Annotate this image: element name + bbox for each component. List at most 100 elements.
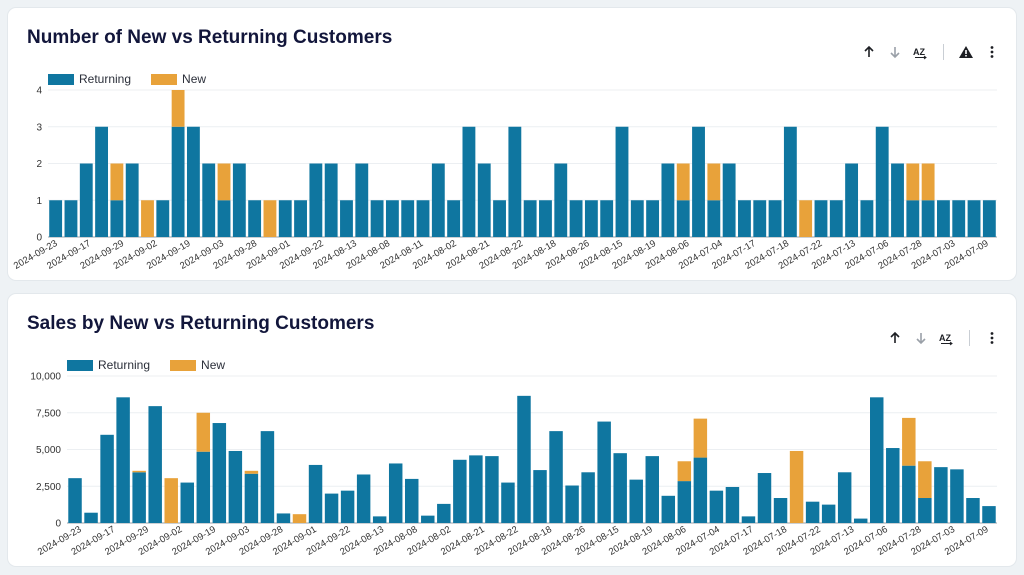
legend-label: New [201,358,226,372]
chart-title: Sales by New vs Returning Customers [27,313,375,334]
bar-returning [110,200,124,237]
sort-ascending-icon[interactable] [885,328,905,348]
bar-returning [725,486,740,523]
bar-returning [722,163,736,237]
legend-label: Returning [79,72,132,86]
bar-new [196,412,211,452]
bar-returning [340,200,353,237]
bar-new [693,418,708,458]
bar-returning [738,200,751,237]
legend-item-returning[interactable]: Returning [67,358,150,372]
sort-az-icon[interactable]: AZ [937,328,957,348]
sort-az-icon[interactable]: AZ [911,42,931,62]
bar-new [164,478,178,523]
bar-returning [870,397,884,523]
bar-new [292,514,307,523]
bar-returning [565,485,579,523]
bar-returning [260,431,275,523]
bar-returning [613,453,627,523]
bar-returning [232,163,246,237]
sales-card: Sales by New vs Returning Customers AZ R… [8,294,1016,566]
bar-returning [853,518,868,523]
bar-returning [569,200,583,237]
bar-returning [523,200,537,237]
bar-returning [469,455,483,523]
bar-returning [757,473,772,523]
y-tick-label: 2 [36,159,42,170]
sort-descending-icon[interactable] [885,42,905,62]
bar-returning [388,463,403,523]
bar-returning [294,200,307,237]
y-tick-label: 0 [55,519,61,530]
warning-icon[interactable] [956,42,976,62]
bar-returning [477,163,491,237]
bar-returning [875,126,889,237]
y-tick-label: 3 [36,122,42,133]
bar-new [799,200,813,237]
bar-returning [661,495,676,523]
bar-returning [508,126,522,237]
bar-returning [437,503,451,523]
bar-returning [661,163,675,237]
more-vert-icon[interactable] [982,328,1002,348]
bar-returning [309,163,323,237]
bar-returning [324,493,339,523]
bar-returning [597,421,611,523]
bar-returning [248,200,262,237]
bar-returning [886,448,900,523]
bar-returning [845,163,859,237]
bar-returning [372,516,387,523]
y-tick-label: 1 [36,196,42,207]
sort-descending-icon[interactable] [911,328,931,348]
bar-returning [966,498,980,523]
bar-returning [967,200,981,237]
bar-returning [125,163,139,237]
bar-returning [814,200,828,237]
bar-returning [584,200,598,237]
bar-returning [202,163,216,237]
bar-returning [982,200,996,237]
bar-returning [100,434,114,523]
bar-returning [677,481,692,523]
bar-returning [918,498,932,523]
bar-returning [196,451,211,523]
bar-returning [228,450,243,523]
y-tick-label: 4 [36,86,42,97]
legend-swatch-new [151,73,178,85]
bar-returning [116,397,130,523]
bar-new [789,450,804,523]
bar-returning [630,200,644,237]
y-tick-label: 7,500 [36,408,61,419]
legend-item-returning[interactable]: Returning [48,72,131,86]
bar-returning [936,200,950,237]
bar-returning [453,459,467,523]
bar-returning [244,473,259,523]
bar-returning [217,200,231,237]
bar-returning [79,163,93,237]
bar-returning [421,515,435,523]
legend-label: New [182,72,207,86]
legend-item-new[interactable]: New [151,72,206,86]
bar-returning [549,431,563,523]
bar-new [110,163,124,201]
bar-returning [554,163,568,237]
bar-returning [600,200,614,237]
bar-returning [405,478,419,523]
more-vert-icon[interactable] [982,42,1002,62]
bar-returning [805,501,820,523]
bar-returning [447,200,461,237]
bar-new [906,163,920,201]
bar-returning [693,457,708,523]
bar-returning [276,513,291,523]
sort-ascending-icon[interactable] [859,42,879,62]
customers-count-card: Number of New vs Returning Customers AZ … [8,8,1016,280]
bar-returning [485,456,499,523]
legend-item-new[interactable]: New [170,358,225,372]
bar-returning [355,163,369,237]
bar-returning [707,200,721,237]
bar-new [707,163,721,201]
bar-returning [64,200,78,237]
bar-returning [783,126,797,237]
bar-returning [615,126,629,237]
bar-returning [132,472,146,523]
